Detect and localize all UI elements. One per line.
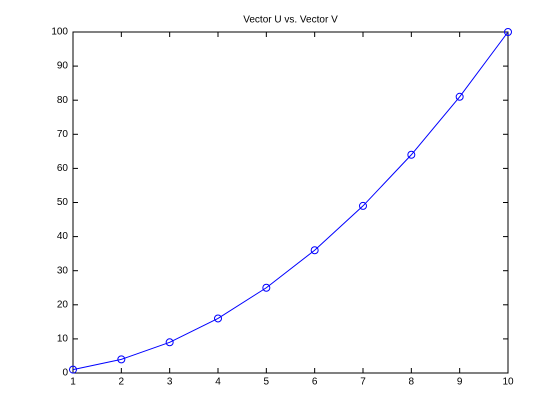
y-tick-label: 70 (57, 129, 69, 140)
x-tick-label: 8 (409, 377, 415, 388)
chart-title: Vector U vs. Vector V (243, 15, 338, 26)
data-marker (165, 338, 174, 347)
data-line (72, 31, 509, 371)
x-tick-label: 3 (167, 377, 173, 388)
data-marker (262, 283, 271, 292)
x-tick-label: 2 (119, 377, 125, 388)
data-marker (117, 355, 126, 364)
x-tick-label: 6 (312, 377, 318, 388)
y-tick-label: 80 (57, 95, 69, 106)
x-tick-label: 4 (215, 377, 221, 388)
data-marker (69, 365, 77, 374)
y-tick-label: 0 (62, 368, 68, 379)
y-tick-label: 90 (57, 61, 69, 72)
data-marker (310, 246, 319, 255)
data-marker (455, 92, 464, 101)
y-tick-label: 30 (57, 265, 69, 276)
x-tick-label: 7 (360, 377, 366, 388)
data-marker (214, 314, 222, 323)
y-tick-label: 10 (57, 334, 69, 345)
data-marker (359, 201, 367, 210)
y-tick-label: 50 (57, 197, 69, 208)
y-tick-label: 20 (57, 299, 69, 310)
y-tick-label: 60 (57, 163, 69, 174)
x-tick-label: 1 (70, 377, 76, 388)
x-tick-label: 5 (264, 377, 270, 388)
data-marker (407, 150, 416, 159)
axes-box (72, 31, 509, 374)
x-tick-label: 10 (502, 377, 514, 388)
y-tick-label: 100 (51, 27, 68, 38)
data-marker (504, 28, 512, 36)
x-tick-label: 9 (457, 377, 463, 388)
y-tick-label: 40 (57, 231, 69, 242)
